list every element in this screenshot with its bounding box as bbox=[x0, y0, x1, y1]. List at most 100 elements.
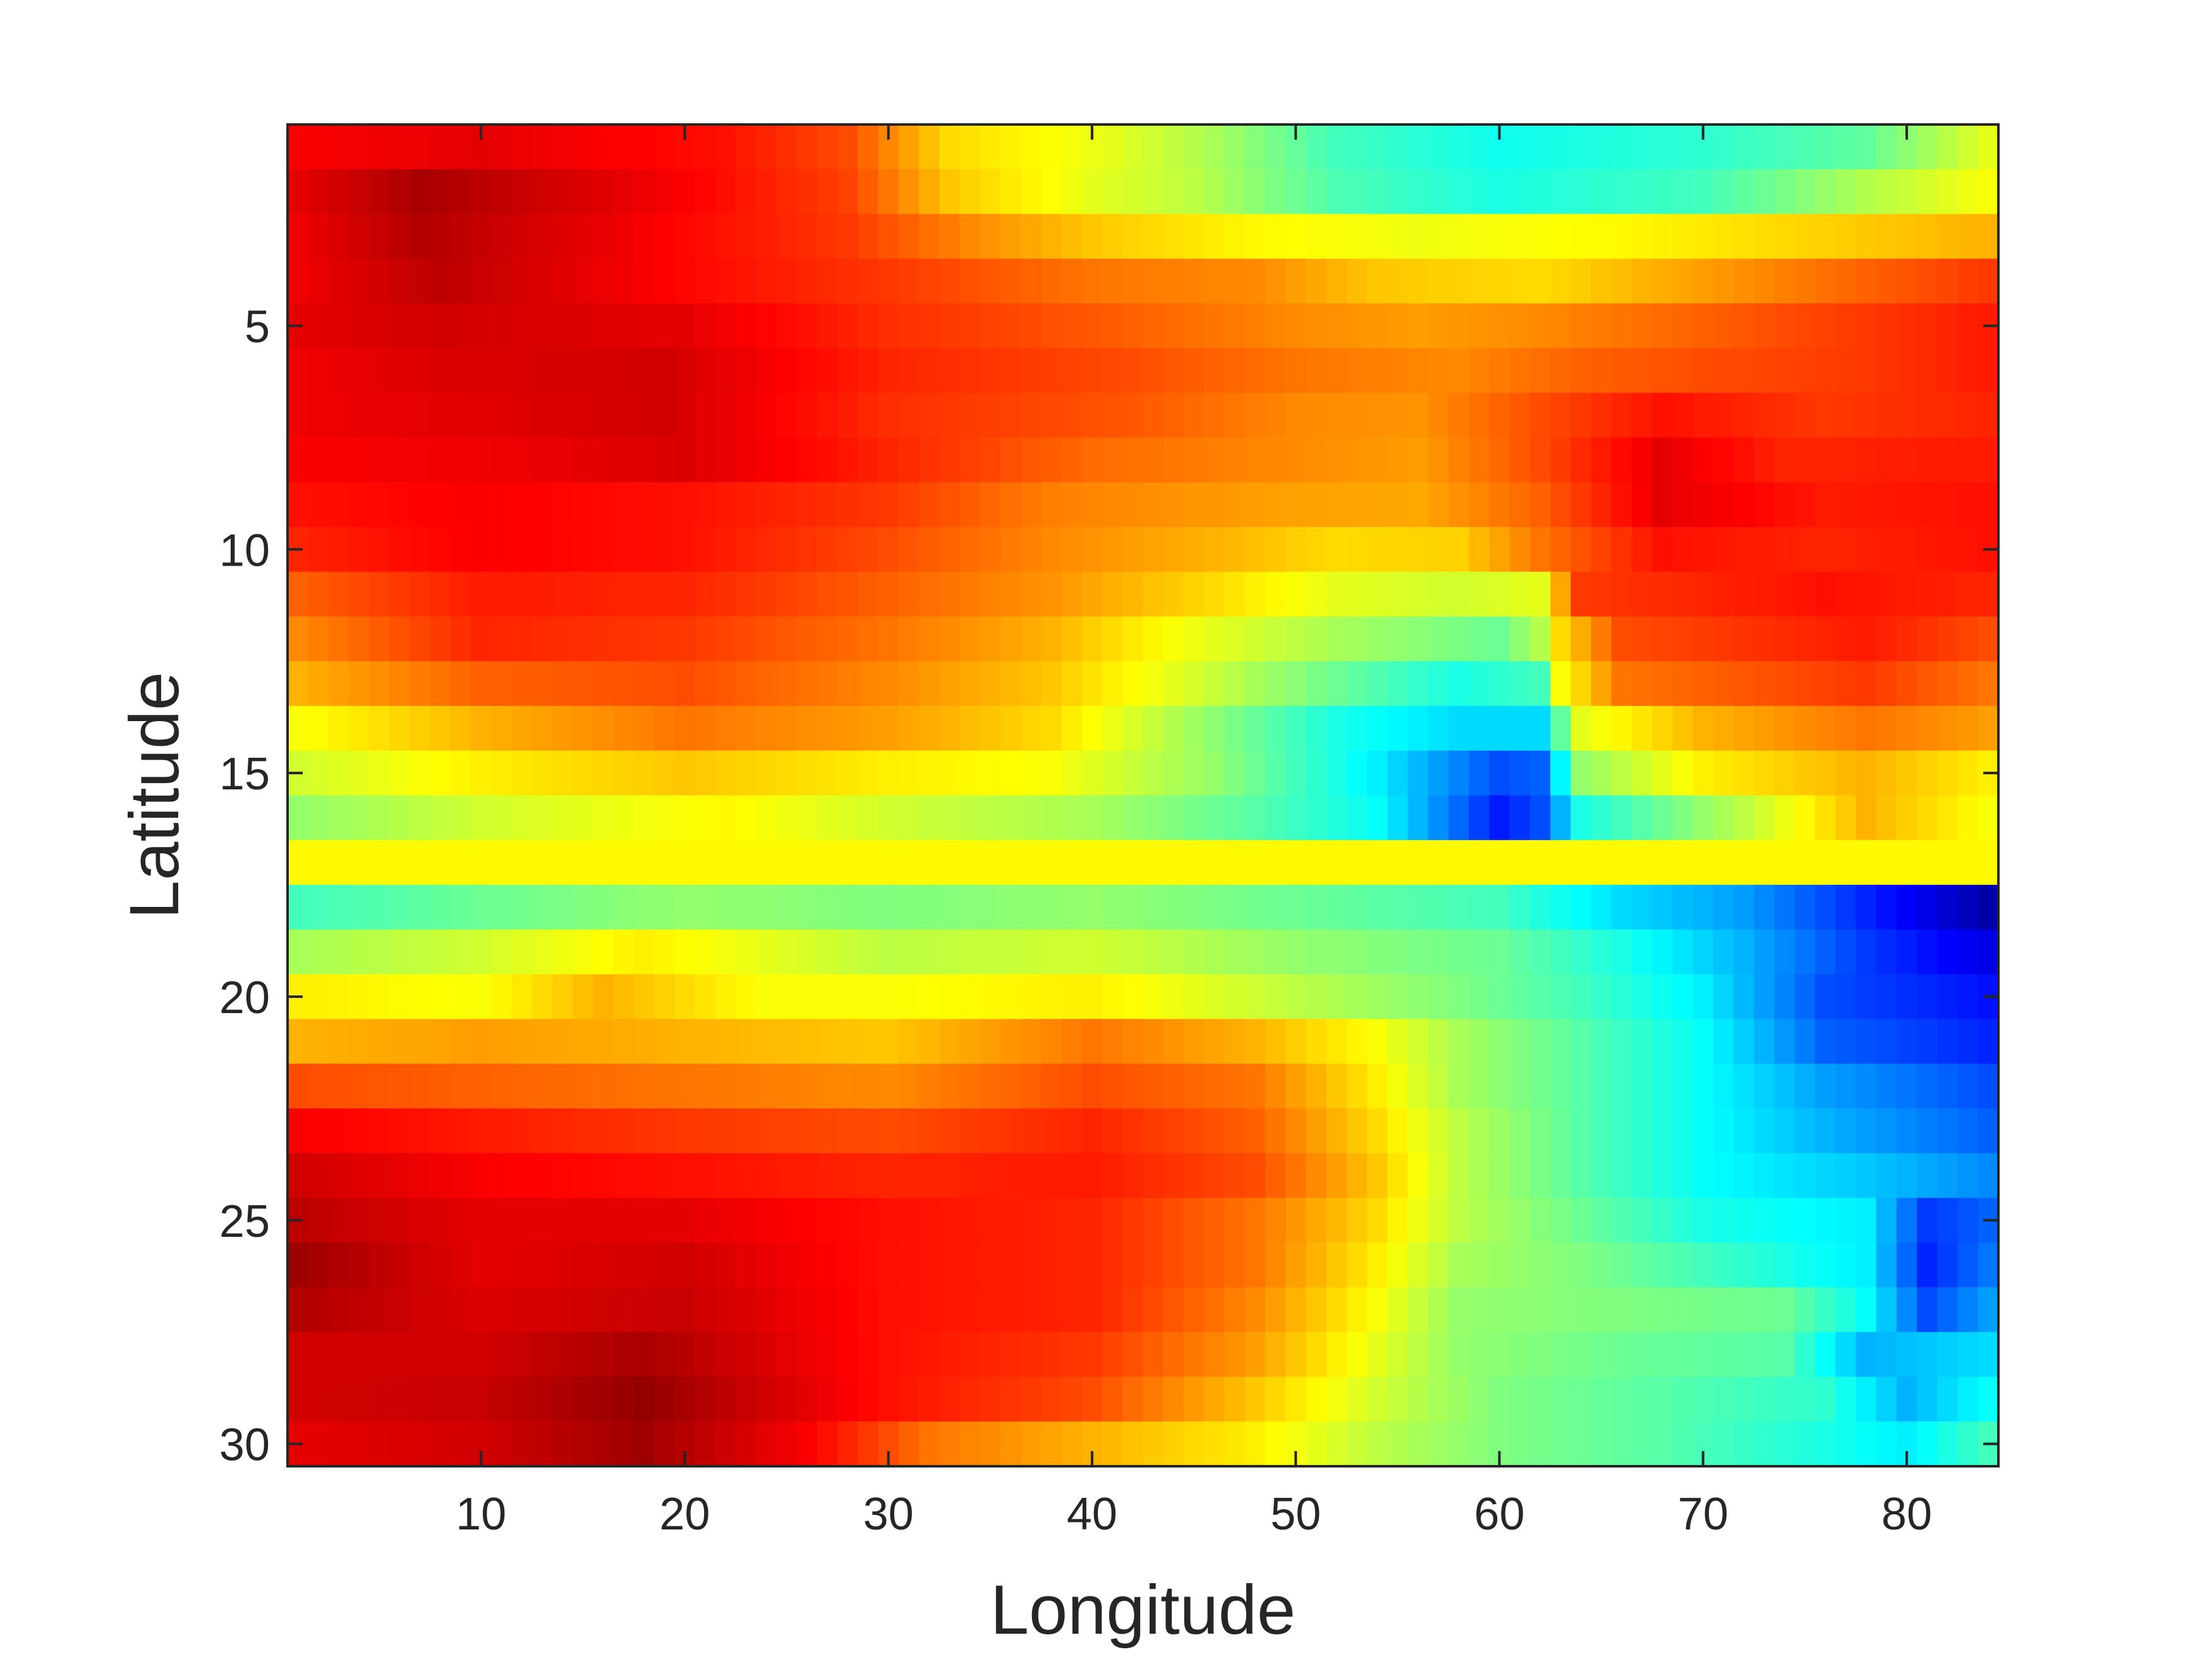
heatmap-cell bbox=[1692, 1332, 1714, 1378]
heatmap-cell bbox=[1550, 1198, 1572, 1243]
heatmap-cell bbox=[368, 705, 390, 751]
heatmap-cell bbox=[1509, 1198, 1531, 1243]
heatmap-cell bbox=[1041, 795, 1062, 841]
heatmap-cell bbox=[939, 214, 961, 260]
heatmap-cell bbox=[715, 795, 736, 841]
heatmap-cell bbox=[491, 1332, 513, 1378]
heatmap-cell bbox=[1550, 1332, 1572, 1378]
heatmap-cell bbox=[1713, 705, 1734, 751]
heatmap-cell bbox=[837, 1019, 859, 1064]
heatmap-cell bbox=[695, 1064, 716, 1109]
heatmap-cell bbox=[654, 1332, 676, 1378]
heatmap-cell bbox=[1366, 125, 1389, 170]
heatmap-cell bbox=[410, 974, 431, 1020]
heatmap-cell bbox=[1652, 795, 1674, 841]
heatmap-cell bbox=[1448, 705, 1469, 751]
heatmap-cell bbox=[858, 974, 879, 1020]
heatmap-cell bbox=[1814, 929, 1836, 975]
heatmap-cell bbox=[939, 750, 961, 796]
heatmap-cell bbox=[511, 482, 533, 528]
heatmap-cell bbox=[1061, 1064, 1083, 1109]
heatmap-cell bbox=[756, 258, 777, 304]
heatmap-cell bbox=[328, 705, 349, 751]
heatmap-cell bbox=[1061, 392, 1083, 439]
heatmap-cell bbox=[858, 705, 879, 751]
heatmap-cell bbox=[368, 571, 390, 617]
heatmap-cell bbox=[1937, 1332, 1959, 1378]
heatmap-cell bbox=[1957, 750, 1979, 796]
heatmap-cell bbox=[756, 885, 777, 930]
heatmap-cell bbox=[1428, 1243, 1449, 1288]
heatmap-cell bbox=[1550, 1421, 1572, 1467]
heatmap-cell bbox=[1652, 929, 1674, 975]
heatmap-cell bbox=[1754, 482, 1775, 528]
heatmap-cell bbox=[308, 1019, 329, 1064]
heatmap-cell bbox=[1224, 214, 1246, 260]
heatmap-cell bbox=[532, 303, 553, 349]
heatmap-cell bbox=[389, 750, 411, 796]
heatmap-cell bbox=[1061, 840, 1083, 885]
heatmap-cell bbox=[511, 1198, 533, 1243]
heatmap-cell bbox=[1285, 437, 1307, 483]
heatmap-cell bbox=[1265, 1376, 1286, 1423]
heatmap-cell bbox=[1631, 1198, 1653, 1243]
heatmap-cell bbox=[1346, 392, 1368, 439]
heatmap-cell bbox=[1081, 348, 1103, 394]
heatmap-cell bbox=[959, 526, 981, 573]
heatmap-cell bbox=[1143, 795, 1164, 841]
heatmap-cell bbox=[1835, 169, 1857, 215]
heatmap-cell bbox=[1469, 1287, 1490, 1333]
heatmap-cell bbox=[1957, 482, 1979, 528]
heatmap-cell bbox=[898, 840, 920, 885]
heatmap-cell bbox=[1244, 526, 1266, 573]
heatmap-cell bbox=[959, 125, 981, 170]
heatmap-cell bbox=[1000, 750, 1021, 796]
heatmap-cell bbox=[1081, 1332, 1103, 1378]
heatmap-cell bbox=[1571, 750, 1592, 796]
heatmap-cell bbox=[1734, 125, 1755, 170]
heatmap-cell bbox=[878, 1153, 899, 1199]
heatmap-cell bbox=[817, 1064, 838, 1109]
heatmap-cell bbox=[1448, 348, 1469, 394]
heatmap-cell bbox=[858, 1064, 879, 1109]
heatmap-cell bbox=[1244, 1108, 1266, 1154]
heatmap-cell bbox=[308, 258, 329, 304]
heatmap-cell bbox=[1469, 929, 1490, 975]
heatmap-cell bbox=[1672, 1376, 1694, 1423]
heatmap-cell bbox=[1489, 392, 1510, 439]
heatmap-cell bbox=[1814, 437, 1836, 483]
heatmap-cell bbox=[1326, 1153, 1347, 1199]
heatmap-cell bbox=[1204, 348, 1225, 394]
heatmap-cell bbox=[1611, 1064, 1632, 1109]
heatmap-cell bbox=[1856, 1421, 1877, 1467]
heatmap-cell bbox=[1835, 482, 1857, 528]
heatmap-cell bbox=[858, 392, 879, 439]
heatmap-cell bbox=[1896, 1332, 1917, 1378]
heatmap-cell bbox=[1489, 705, 1510, 751]
heatmap-cell bbox=[715, 885, 736, 930]
heatmap-cell bbox=[1856, 1064, 1877, 1109]
heatmap-cell bbox=[1163, 348, 1184, 394]
heatmap-cell bbox=[1876, 705, 1897, 751]
heatmap-cell bbox=[613, 616, 635, 662]
heatmap-cell bbox=[1326, 750, 1347, 796]
heatmap-cell bbox=[796, 974, 818, 1020]
heatmap-cell bbox=[1326, 169, 1347, 215]
heatmap-cell bbox=[1183, 169, 1205, 215]
heatmap-cell bbox=[1611, 392, 1632, 439]
heatmap-cell bbox=[430, 705, 451, 751]
heatmap-cell bbox=[288, 1064, 309, 1109]
heatmap-cell bbox=[1326, 348, 1347, 394]
heatmap-cell bbox=[1346, 1287, 1368, 1333]
heatmap-cell bbox=[389, 661, 411, 707]
heatmap-cell bbox=[837, 1153, 859, 1199]
heatmap-cell bbox=[1692, 616, 1714, 662]
heatmap-cell bbox=[1896, 348, 1917, 394]
heatmap-cell bbox=[1529, 392, 1551, 439]
heatmap-cell bbox=[532, 1376, 553, 1423]
heatmap-cell bbox=[1794, 1243, 1816, 1288]
heatmap-cell bbox=[1652, 303, 1674, 349]
heatmap-cell bbox=[776, 661, 798, 707]
heatmap-cell bbox=[980, 1064, 1001, 1109]
heatmap-cell bbox=[1591, 840, 1612, 885]
